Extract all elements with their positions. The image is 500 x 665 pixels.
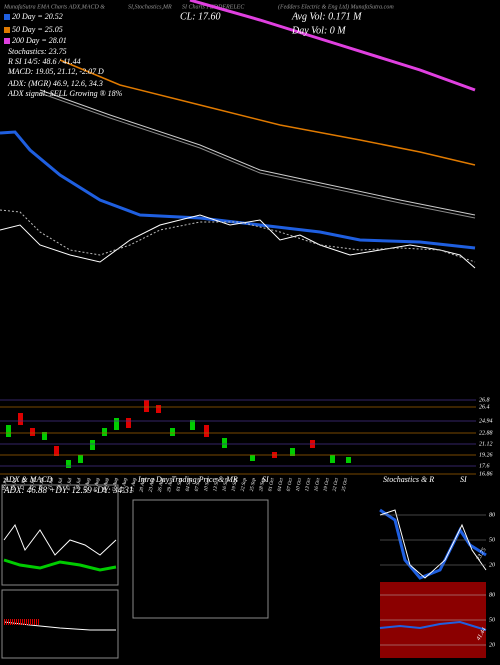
ema200-line <box>189 0 476 92</box>
macd-label: MACD: 19.05, 21.12, -2.07 D <box>7 67 104 76</box>
date-label: 28 Sep <box>259 477 266 492</box>
date-label: 21 Jul <box>48 477 55 491</box>
date-label: 17 Aug <box>130 477 137 492</box>
header-right: (Fedders Electric & Eng Ltd) MunafaSutra… <box>278 3 394 10</box>
date-label: 26 Aug <box>158 477 165 492</box>
price-line <box>0 214 476 269</box>
stoch-last: 23.75 <box>476 547 488 562</box>
day-vol: Day Vol: 0 M <box>291 25 346 36</box>
date-label: 16 Oct <box>314 477 321 492</box>
price-label: 19.26 <box>479 452 493 458</box>
stoch-title: Stochastics & R <box>383 475 434 484</box>
header-mid: SI,Stochastics,MR <box>128 4 172 10</box>
ema50-label: 50 Day = 25.05 <box>12 25 63 34</box>
date-label: 04 Sep <box>186 477 193 492</box>
price-label: 17.6 <box>479 463 490 469</box>
ma-line-2 <box>39 92 476 219</box>
date-label: 13 Oct <box>305 477 312 492</box>
intra-panel <box>132 499 269 619</box>
stoch-tick: 80 <box>489 512 495 518</box>
signal-line <box>0 209 476 263</box>
date-label: 10 Oct <box>296 477 303 492</box>
date-label: 01 Oct <box>268 477 275 492</box>
ema50-line <box>59 59 476 166</box>
stoch-label: Stochastics: 23.75 <box>8 47 67 56</box>
date-label: 23 Aug <box>149 477 156 492</box>
price-label: 24.94 <box>479 417 493 424</box>
macd-line <box>3 621 116 631</box>
date-label: 25 Sep <box>250 477 257 492</box>
price-label: 21.12 <box>479 441 493 447</box>
date-label: 09 Jul <box>11 477 18 491</box>
rsi-label: R SI 14/5: 48.6 / 41.44 <box>7 57 81 66</box>
date-label: 10 Sep <box>204 477 211 492</box>
date-label: 27 Jul <box>66 477 73 491</box>
avg-vol: Avg Vol: 0.171 M <box>291 11 362 22</box>
ma-line <box>39 89 476 216</box>
adx-title: ADX & MACD <box>3 475 53 484</box>
stoch-signal <box>379 509 487 579</box>
ema20-line <box>0 130 476 250</box>
date-label: 22 Oct <box>333 477 340 492</box>
stoch-tick: 50 <box>489 537 495 543</box>
adx-line <box>3 558 117 572</box>
close-label: CL: 17.60 <box>180 11 221 22</box>
ema200-label: 200 Day = 28.01 <box>12 36 67 45</box>
adx-label: ADX: (MGR) 46.9, 12.6, 34.3 <box>7 79 103 88</box>
price-label: 22.88 <box>479 430 493 436</box>
price-label: 16.86 <box>479 471 493 477</box>
rsi-tick: 80 <box>489 592 495 598</box>
date-label: 19 Sep <box>232 477 239 492</box>
date-label: 30 Jul <box>76 477 83 491</box>
adx-signal: ADX signal: SELL Growing ® 18% <box>7 89 123 98</box>
date-label: 11 Aug <box>112 477 119 492</box>
stoch-tick: 20 <box>489 562 495 568</box>
rsi-tick: 20 <box>489 642 495 648</box>
date-label: 07 Sep <box>195 477 202 492</box>
date-label: 01 Sep <box>176 477 183 492</box>
date-label: 12 Jul <box>20 477 27 491</box>
intra-title: Intra Day Trading Price & MR <box>137 475 238 484</box>
header-left: MunafaSutra EMA Charts ADX,MACD & <box>3 3 105 10</box>
date-label: 25 Oct <box>342 477 349 492</box>
date-label: 14 Aug <box>121 477 128 492</box>
date-label: 24 Jul <box>57 477 64 491</box>
rsi-tick: 50 <box>489 617 495 623</box>
date-label: 08 Aug <box>103 477 110 492</box>
date-label: 19 Oct <box>323 477 330 492</box>
intra-title-2: SI <box>262 475 269 484</box>
di-line <box>3 523 117 556</box>
date-label: 18 Jul <box>39 477 46 491</box>
price-label: 26.8 <box>479 397 490 403</box>
date-label: 13 Sep <box>213 477 220 492</box>
date-label: 06 Jul <box>2 477 9 491</box>
date-label: 20 Aug <box>140 477 147 492</box>
ema20-label: 20 Day = 20.52 <box>12 12 63 21</box>
adx-values: ADX: 46.88 +DY: 12.59 -DY: 34.31 <box>3 485 133 495</box>
date-label: 02 Aug <box>84 477 91 492</box>
date-label: 07 Oct <box>287 477 294 492</box>
stoch-title-2: SI <box>460 475 467 484</box>
date-label: 04 Oct <box>278 477 285 492</box>
date-label: 15 Jul <box>30 477 37 491</box>
rsi-line <box>379 620 487 631</box>
date-label: 22 Sep <box>241 477 248 492</box>
price-label: 26.4 <box>479 403 490 410</box>
date-label: 05 Aug <box>94 477 101 492</box>
date-label: 29 Aug <box>167 477 174 492</box>
date-label: 16 Sep <box>222 477 229 492</box>
